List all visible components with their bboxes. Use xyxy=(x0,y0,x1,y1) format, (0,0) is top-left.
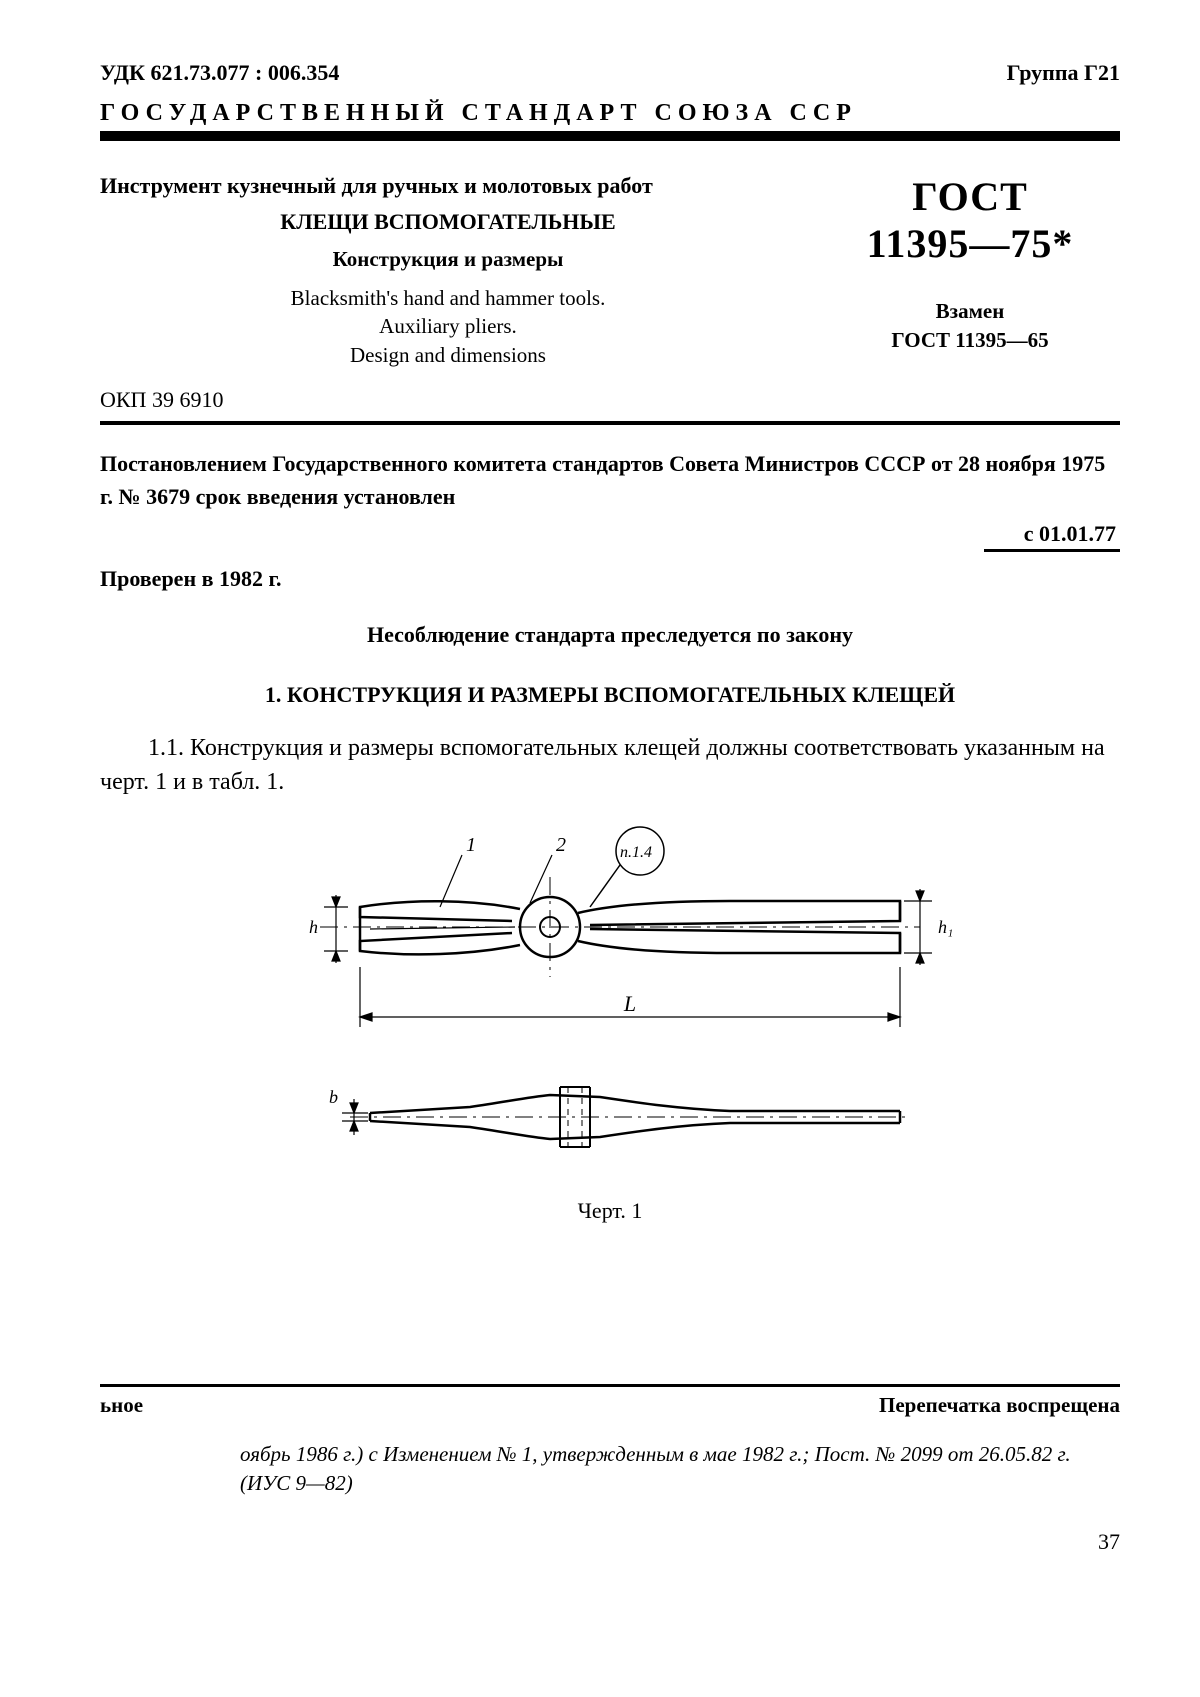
title-en-line3: Design and dimensions xyxy=(350,343,546,367)
law-notice: Несоблюдение стандарта преследуется по з… xyxy=(100,622,1120,648)
title-en: Blacksmith's hand and hammer tools. Auxi… xyxy=(100,284,796,369)
amendment-note: оябрь 1986 г.) с Изменением № 1, утвержд… xyxy=(100,1440,1120,1497)
para-1-1: 1.1. Конструкция и размеры вспомогательн… xyxy=(100,732,1120,799)
replaces-l1: Взамен xyxy=(936,299,1005,323)
group-code: Группа Г21 xyxy=(1007,60,1120,86)
gost-label: ГОСТ xyxy=(820,173,1120,220)
dim-h1: h₁ xyxy=(938,917,953,937)
checked-year: Проверен в 1982 г. xyxy=(100,566,1120,592)
decree-text: Постановлением Государственного комитета… xyxy=(100,447,1120,513)
callout-ref: п.1.4 xyxy=(620,844,652,861)
title-ru-line2: КЛЕЩИ ВСПОМОГАТЕЛЬНЫЕ xyxy=(100,209,796,235)
title-en-line2: Auxiliary pliers. xyxy=(379,314,517,338)
standard-banner: ГОСУДАРСТВЕННЫЙ СТАНДАРТ СОЮЗА ССР xyxy=(100,100,1120,141)
dim-length: L xyxy=(623,991,636,1016)
title-ru-line3: Конструкция и размеры xyxy=(100,247,796,272)
gost-number: 11395—75* xyxy=(820,220,1120,267)
footer-left-fragment: ьное xyxy=(100,1393,143,1418)
figure-1: 1 2 п.1.4 h xyxy=(100,817,1120,1224)
okp-code: ОКП 39 6910 xyxy=(100,387,796,413)
title-en-line1: Blacksmith's hand and hammer tools. xyxy=(291,286,606,310)
reprint-notice: Перепечатка воспрещена xyxy=(879,1393,1120,1418)
replaces: Взамен ГОСТ 11395—65 xyxy=(820,297,1120,356)
dim-b: b xyxy=(329,1087,338,1107)
footer: ьное Перепечатка воспрещена оябрь 1986 г… xyxy=(100,1384,1120,1555)
title-block: Инструмент кузнечный для ручных и молото… xyxy=(100,173,1120,425)
section-heading: 1. КОНСТРУКЦИЯ И РАЗМЕРЫ ВСПОМОГАТЕЛЬНЫХ… xyxy=(100,682,1120,708)
callout-1: 1 xyxy=(466,834,476,856)
effective-date: с 01.01.77 xyxy=(984,521,1120,552)
udc-code: УДК 621.73.077 : 006.354 xyxy=(100,60,339,86)
title-ru-line1: Инструмент кузнечный для ручных и молото… xyxy=(100,173,796,199)
figure-caption: Черт. 1 xyxy=(100,1198,1120,1224)
dim-h: h xyxy=(309,917,318,937)
page-number: 37 xyxy=(100,1529,1120,1555)
replaces-l2: ГОСТ 11395—65 xyxy=(891,328,1048,352)
callout-2: 2 xyxy=(556,834,566,856)
